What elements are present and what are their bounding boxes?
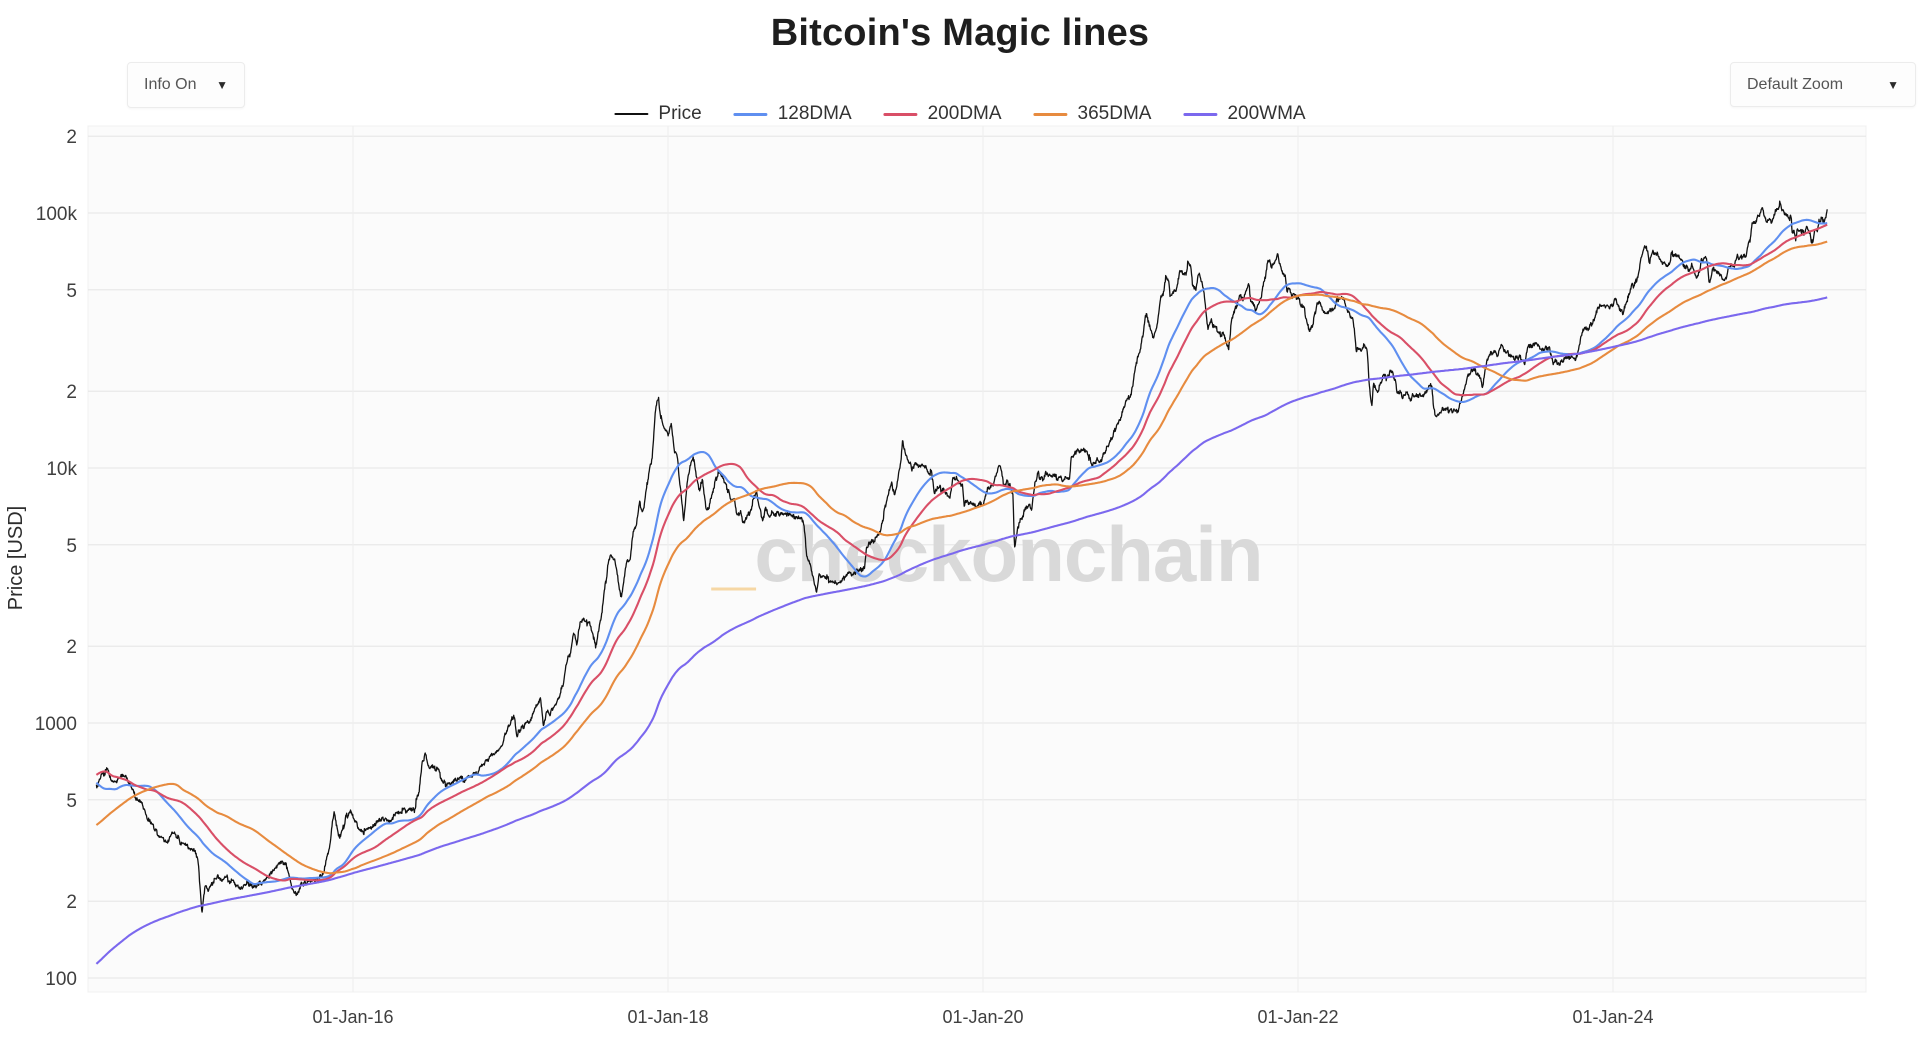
y-tick-label: 5 xyxy=(66,791,77,812)
y-tick-label: 1000 xyxy=(35,714,77,735)
y-tick-label: 100k xyxy=(36,204,78,225)
legend-item-200wma[interactable]: 200WMA xyxy=(1183,103,1306,125)
legend-item-365dma[interactable]: 365DMA xyxy=(1033,103,1152,125)
price-line-swatch xyxy=(614,112,649,116)
200dma-line xyxy=(95,223,1828,882)
y-axis-title: Price [USD] xyxy=(5,506,27,610)
chevron-down-icon: ▼ xyxy=(216,78,228,92)
200wma-line xyxy=(95,296,1828,965)
128dma-line xyxy=(95,218,1828,886)
legend-item-128dma[interactable]: 128DMA xyxy=(733,103,852,125)
info-dropdown[interactable]: Info On ▼ xyxy=(127,62,245,108)
y-tick-label: 2 xyxy=(66,382,77,403)
y-tick-label: 100 xyxy=(45,969,77,990)
200dma-line-swatch xyxy=(883,112,918,116)
x-tick-label: 01-Jan-24 xyxy=(1572,1007,1653,1027)
x-tick-label: 01-Jan-22 xyxy=(1257,1007,1338,1027)
info-dropdown-label: Info On xyxy=(144,76,197,93)
y-tick-label: 5 xyxy=(66,536,77,557)
series-lines xyxy=(95,200,1828,965)
legend-label: 200DMA xyxy=(927,103,1002,124)
y-tick-label: 2 xyxy=(66,637,77,658)
legend-label: Price xyxy=(658,103,702,124)
y-tick-label: 5 xyxy=(66,281,77,302)
y-tick-label: 10k xyxy=(46,459,77,480)
200wma-line-swatch xyxy=(1183,112,1218,116)
y-tick-label: 2 xyxy=(66,892,77,913)
x-tick-label: 01-Jan-20 xyxy=(942,1007,1023,1027)
legend-label: 200WMA xyxy=(1227,103,1306,124)
128dma-line-swatch xyxy=(733,112,768,116)
gridlines xyxy=(88,126,1866,992)
zoom-dropdown-label: Default Zoom xyxy=(1747,75,1844,93)
legend-item-price[interactable]: Price xyxy=(614,103,702,125)
price-line xyxy=(95,200,1828,913)
legend-item-200dma[interactable]: 200DMA xyxy=(883,103,1002,125)
axis-tick-labels: 2 100k 5 2 10k 5 2 1000 5 2 100 01-Jan-16 01-Jan-18 0… xyxy=(35,127,1654,1027)
zoom-dropdown[interactable]: Default Zoom ▼ xyxy=(1730,62,1916,107)
watermark: _checkonchain xyxy=(711,510,1263,598)
legend-label: 365DMA xyxy=(1077,103,1152,124)
x-tick-label: 01-Jan-18 xyxy=(627,1007,708,1027)
plot-area[interactable] xyxy=(87,125,1867,993)
legend-label: 128DMA xyxy=(777,103,852,124)
chart-title: Bitcoin's Magic lines xyxy=(770,12,1150,54)
365dma-line xyxy=(95,240,1828,875)
x-tick-label: 01-Jan-16 xyxy=(312,1007,393,1027)
y-tick-label: 2 xyxy=(66,127,77,148)
365dma-line-swatch xyxy=(1033,112,1068,116)
chart-legend: Price 128DMA 200DMA 365DMA 200WMA xyxy=(614,103,1306,125)
chevron-down-icon: ▼ xyxy=(1887,77,1899,92)
